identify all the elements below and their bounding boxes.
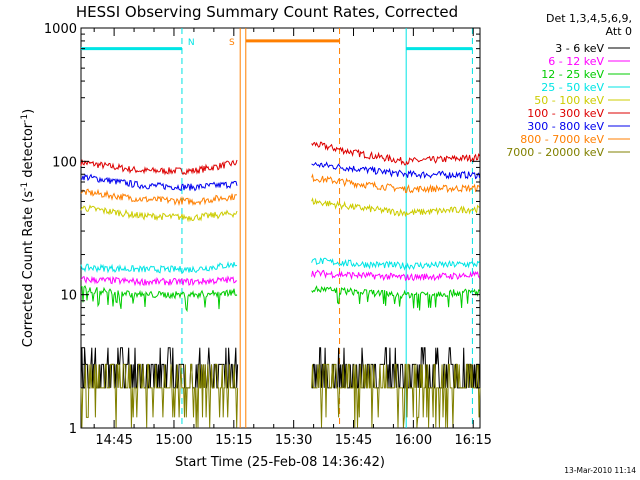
y-tick-label-1: 1: [69, 422, 77, 437]
x-axis-label: Start Time (25-Feb-08 14:36:42): [175, 455, 385, 470]
x-tick-label-1: 14:45: [95, 433, 132, 448]
plot-frame: [80, 27, 481, 429]
x-tick-label-7: 16:15: [454, 433, 491, 448]
x-tick-label-5: 15:45: [335, 433, 372, 448]
legend-label-12-25-kev: 12 - 25 keV: [541, 68, 604, 81]
legend-header-2: Att 0: [606, 25, 632, 38]
y-axis-label: Corrected Count Rate (s-1 detector-1): [20, 109, 36, 347]
y-label-sup-1: -1: [20, 182, 30, 191]
series-50-100-kev-seg-2: [311, 197, 480, 217]
y-label-mid: detector: [21, 122, 36, 182]
y-tick-label-2: 10: [60, 289, 77, 304]
series-12-25-kev-seg-1: [80, 285, 238, 313]
x-tick-label-2: 15:00: [155, 433, 192, 448]
series-6-12-kev-seg-2: [311, 269, 481, 282]
y-label-end: ): [21, 109, 36, 114]
y-label-sup-2: -1: [20, 114, 30, 123]
legend-label-25-50-kev: 25 - 50 keV: [541, 81, 604, 94]
series-50-100-kev-seg-1: [80, 204, 238, 223]
series-100-300-kev-seg-1: [80, 159, 238, 176]
legend-label-3-6-kev: 3 - 6 keV: [555, 42, 604, 55]
x-axis: 14:45 15:00 15:15 15:30 15:45 16:00 16:15: [93, 28, 492, 448]
legend-label-50-100-kev: 50 - 100 keV: [534, 94, 604, 107]
series-3-6-kev-seg-2: [311, 347, 481, 389]
annotation-label-s: S: [229, 38, 235, 48]
legend-label-7000-20000-kev: 7000 - 20000 keV: [506, 146, 604, 159]
series-800-7000-kev-seg-2: [311, 173, 481, 194]
timestamp: 13-Mar-2010 11:14: [564, 466, 636, 475]
series-800-7000-kev-seg-1: [80, 188, 238, 207]
series-7000-20000-kev-seg-1: [80, 363, 239, 428]
legend-header-1: Det 1,3,4,5,6,9,: [546, 12, 632, 25]
series-25-50-kev-seg-1: [80, 261, 238, 274]
series-7000-20000-kev-seg-2: [311, 363, 481, 428]
series-300-800-kev-seg-1: [80, 173, 238, 192]
series-6-12-kev-seg-1: [80, 275, 238, 287]
series-300-800-kev-seg-2: [311, 161, 481, 180]
series-group: [80, 141, 481, 428]
y-label-main: Corrected Count Rate (s: [21, 191, 36, 348]
annotation-label-n: N: [188, 38, 195, 48]
series-100-300-kev-seg-2: [311, 141, 481, 166]
chart-title: HESSI Observing Summary Count Rates, Cor…: [76, 3, 458, 21]
legend-label-800-7000-kev: 800 - 7000 keV: [520, 133, 604, 146]
x-tick-label-3: 15:15: [215, 433, 252, 448]
x-tick-label-4: 15:30: [275, 433, 312, 448]
series-25-50-kev-seg-2: [311, 257, 481, 271]
y-axis: 1 10 100 1000: [44, 22, 480, 437]
legend-label-100-300-kev: 100 - 300 keV: [527, 107, 604, 120]
series-12-25-kev-seg-2: [311, 285, 480, 311]
y-tick-label-4: 1000: [44, 22, 77, 37]
legend-label-300-800-kev: 300 - 800 keV: [527, 120, 604, 133]
legend-label-6-12-kev: 6 - 12 keV: [548, 55, 604, 68]
x-tick-label-6: 16:00: [395, 433, 432, 448]
y-tick-label-3: 100: [52, 155, 77, 170]
